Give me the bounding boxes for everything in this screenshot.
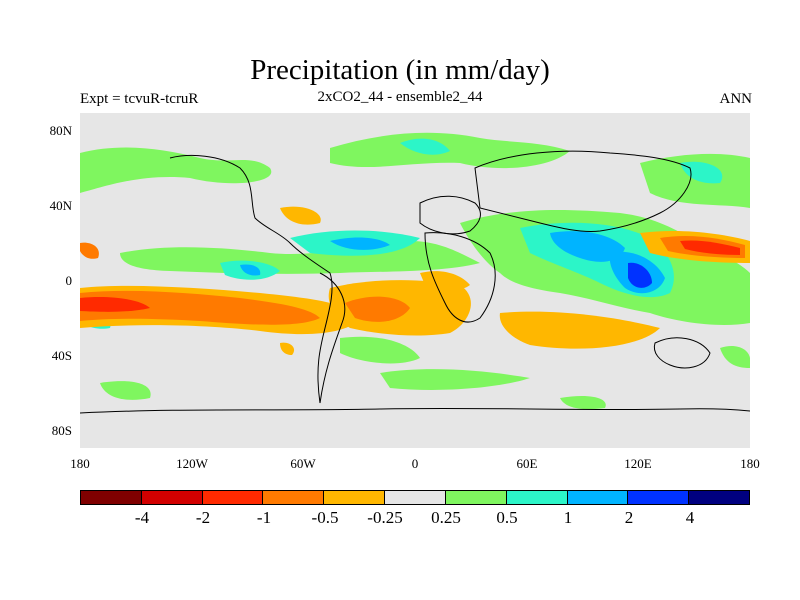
x-tick-120e: 120E [624,456,652,471]
coastlines [80,150,750,414]
positive-anomaly-regions [80,132,750,410]
season-label: ANN [719,91,753,107]
colorbar-swatch [567,491,629,504]
colorbar-swatch [141,491,203,504]
colorbar-label-p4: 4 [685,508,695,527]
colorbar-label-m025: -0.25 [367,508,403,527]
y-tick-0: 0 [65,273,73,288]
x-tick-180-right: 180 [740,456,760,471]
x-tick-120w: 120W [176,456,208,471]
colorbar-label-p2: 2 [624,508,634,527]
y-tick-80n: 80N [49,123,72,138]
colorbar-swatch [689,491,749,504]
colorbar-label-p025: 0.25 [431,508,461,527]
x-tick-0: 0 [411,456,419,471]
y-tick-80s: 80S [51,423,72,438]
colorbar [80,490,750,505]
x-tick-180-left: 180 [70,456,90,471]
colorbar-label-p05: 0.5 [496,508,518,527]
experiment-label: Expt = tcvuR-tcruR [80,91,199,107]
colorbar-swatch [202,491,264,504]
x-tick-60w: 60W [290,456,316,471]
colorbar-swatch [324,491,386,504]
x-tick-60e: 60E [516,456,538,471]
colorbar-swatch [628,491,690,504]
colorbar-label-m2: -2 [195,508,211,527]
colorbar-label-m4: -4 [134,508,150,527]
colorbar-label-m05: -0.5 [311,508,339,527]
colorbar-label-m1: -1 [256,508,272,527]
colorbar-swatch [445,491,507,504]
precipitation-map [80,113,750,448]
colorbar-swatch [81,491,142,504]
colorbar-swatch [506,491,568,504]
y-tick-40n: 40N [49,198,72,213]
y-tick-40s: 40S [51,348,72,363]
colorbar-swatch [385,491,446,504]
colorbar-label-p1: 1 [563,508,573,527]
ensemble-label: 2xCO2_44 - ensemble2_44 [317,89,483,105]
colorbar-swatch [263,491,325,504]
negative-anomaly-regions [80,206,750,355]
chart-title: Precipitation (in mm/day) [250,54,550,86]
